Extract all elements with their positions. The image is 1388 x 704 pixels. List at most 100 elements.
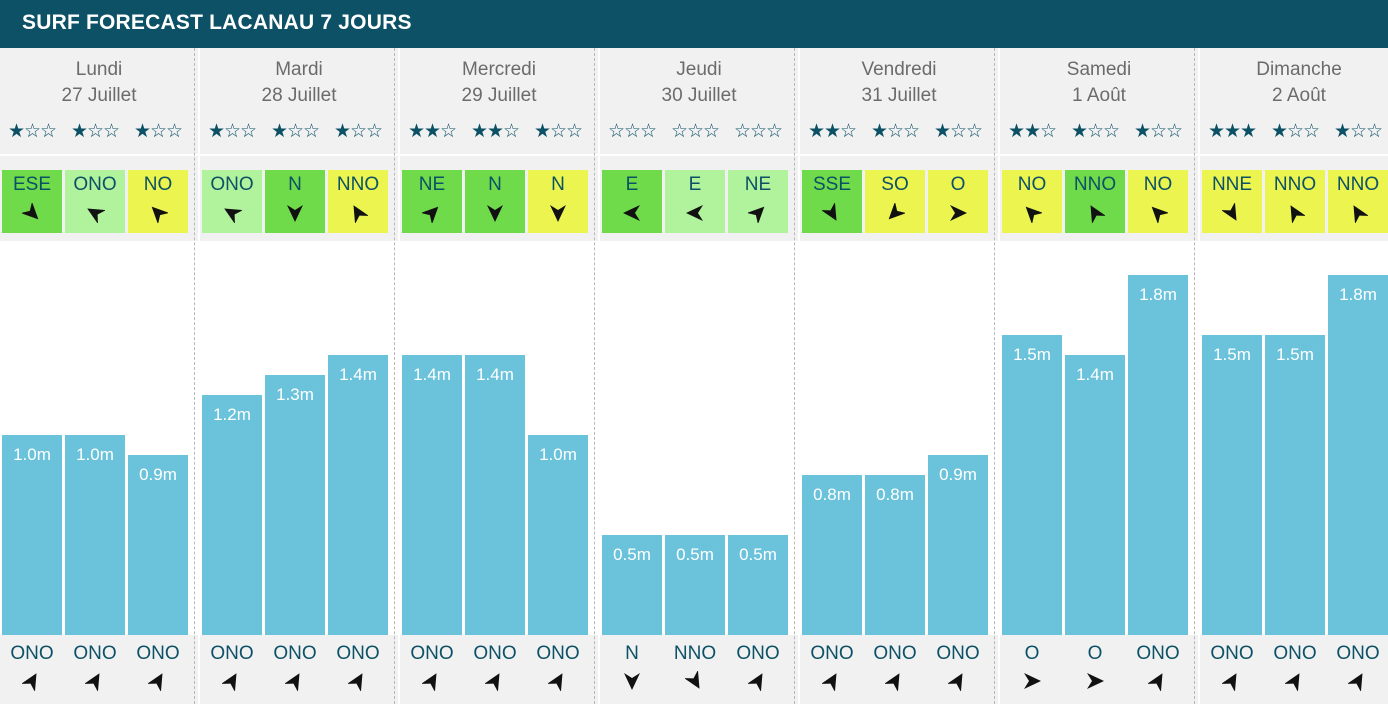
- swell-direction-arrow-icon: [1285, 673, 1300, 691]
- swell-direction-label: ONO: [1336, 643, 1380, 664]
- rating-stars: ★☆☆: [133, 120, 183, 142]
- date-band: [800, 48, 998, 154]
- rating-stars: ★☆☆: [870, 120, 920, 142]
- wind-direction-arrow-icon: [353, 205, 368, 223]
- forecast-slot: ★☆☆ ONO 1.0m ONO: [65, 48, 125, 704]
- wave-height-label: 0.5m: [739, 545, 777, 564]
- swell-direction-arrow-icon: [1222, 673, 1237, 691]
- swell-band: [1200, 635, 1388, 704]
- wave-height-label: 1.4m: [476, 365, 514, 384]
- rating-stars: ★☆☆: [933, 120, 983, 142]
- swell-direction-label: O: [1087, 643, 1103, 664]
- day-date: 2 Août: [1272, 85, 1326, 106]
- swell-direction-arrow-icon: [748, 673, 763, 691]
- day-divider: [194, 48, 195, 704]
- forecast-slot: ☆☆☆ E 0.5m NNO: [665, 48, 725, 704]
- wind-direction-label: N: [551, 174, 565, 195]
- swell-direction-arrow-icon: [85, 673, 100, 691]
- swell-direction-label: ONO: [810, 643, 854, 664]
- forecast-slot: ★☆☆ NO 1.8m ONO: [1128, 48, 1188, 704]
- swell-direction-arrow-icon: [1148, 673, 1163, 691]
- wave-height-bar: [1202, 335, 1262, 635]
- wind-cell: NNE: [1202, 170, 1262, 233]
- day-divider: [1194, 48, 1195, 704]
- day-divider: [994, 48, 995, 704]
- forecast-slot: ★☆☆ NNO 1.8m ONO: [1328, 48, 1388, 704]
- date-band: [400, 48, 598, 154]
- wave-height-bar: [802, 475, 862, 635]
- wind-cell: NNO: [328, 170, 388, 233]
- date-band: [200, 48, 398, 154]
- wind-cell: E: [602, 170, 662, 233]
- wave-height-label: 1.8m: [1139, 285, 1177, 304]
- forecast-slot: ★★☆ NE 1.4m ONO: [402, 48, 462, 704]
- day-divider: [394, 48, 395, 704]
- day-divider: [794, 48, 795, 704]
- swell-direction-label: ONO: [336, 643, 380, 664]
- rating-stars: ★☆☆: [207, 120, 257, 142]
- day-column: Jeudi 30 Juillet ☆☆☆ E 0.5m N ☆☆☆ E 0.5m NNO ☆☆☆ NE…: [600, 48, 798, 704]
- rating-stars: ★☆☆: [70, 120, 120, 142]
- swell-direction-label: ONO: [1136, 643, 1180, 664]
- swell-direction-label: ONO: [210, 643, 254, 664]
- swell-band: [200, 635, 398, 704]
- wave-height-bar: [602, 535, 662, 635]
- day-date: 29 Juillet: [461, 85, 537, 106]
- wave-height-bar: [1328, 275, 1388, 635]
- swell-direction-label: ONO: [73, 643, 117, 664]
- forecast-slot: ☆☆☆ E 0.5m N: [602, 48, 662, 704]
- wind-cell: N: [465, 170, 525, 233]
- rating-stars: ☆☆☆: [670, 120, 720, 142]
- wind-cell: ESE: [2, 170, 62, 233]
- swell-direction-label: ONO: [473, 643, 517, 664]
- wind-direction-arrow-icon: [822, 203, 837, 221]
- forecast-slot: ★☆☆ N 1.3m ONO: [265, 48, 325, 704]
- day-divider: [594, 48, 595, 704]
- day-column: Samedi 1 Août ★★☆ NO 1.5m O ★☆☆ NNO 1.4m O ★☆☆ NO 1.…: [1000, 48, 1198, 704]
- day-date: 31 Juillet: [861, 85, 937, 106]
- title-bar: SURF FORECAST LACANAU 7 JOURS: [0, 0, 1388, 48]
- wave-height-label: 1.5m: [1213, 345, 1251, 364]
- forecast-slot: ★☆☆ NNO 1.4m O: [1065, 48, 1125, 704]
- wind-cell: SSE: [802, 170, 862, 233]
- swell-direction-arrow-icon: [1348, 673, 1363, 691]
- wave-height-bar: [728, 535, 788, 635]
- swell-direction-arrow-icon: [948, 673, 963, 691]
- rating-stars: ★★☆: [407, 120, 457, 142]
- swell-direction-label: ONO: [10, 643, 54, 664]
- day-name: Dimanche: [1256, 59, 1342, 80]
- wave-height-label: 1.2m: [213, 405, 251, 424]
- rating-stars: ★☆☆: [1070, 120, 1120, 142]
- wind-direction-label: NNE: [1211, 174, 1253, 195]
- wind-cell: NNO: [1265, 170, 1325, 233]
- day-date: 30 Juillet: [661, 85, 737, 106]
- wave-height-label: 0.8m: [876, 485, 914, 504]
- wind-cell: NNO: [1328, 170, 1388, 233]
- wind-direction-arrow-icon: [487, 205, 503, 222]
- swell-direction-arrow-icon: [222, 673, 237, 691]
- wind-cell: NO: [128, 170, 188, 233]
- wind-direction-label: NO: [143, 174, 173, 195]
- wind-cell: NE: [728, 170, 788, 233]
- wind-direction-label: N: [488, 174, 502, 195]
- wave-height-bar: [202, 395, 262, 635]
- swell-direction-arrow-icon: [148, 673, 163, 691]
- forecast-slot: ★★★ NNE 1.5m ONO: [1202, 48, 1262, 704]
- swell-direction-arrow-icon: [548, 673, 563, 691]
- swell-direction-arrow-icon: [685, 671, 700, 689]
- wave-height-label: 1.4m: [413, 365, 451, 384]
- wave-height-bar: [465, 355, 525, 635]
- wind-direction-label: NE: [744, 174, 772, 195]
- page-title: SURF FORECAST LACANAU 7 JOURS: [22, 11, 412, 34]
- day-date: 28 Juillet: [261, 85, 337, 106]
- wind-direction-label: ONO: [73, 174, 117, 195]
- swell-band: [800, 635, 998, 704]
- day-column: Dimanche 2 Août ★★★ NNE 1.5m ONO ★☆☆ NNO 1.5m ONO…: [1200, 48, 1388, 704]
- wind-cell: O: [928, 170, 988, 233]
- wind-cell: ONO: [65, 170, 125, 233]
- rating-stars: ★☆☆: [270, 120, 320, 142]
- forecast-slot: ★☆☆ O 0.9m ONO: [928, 48, 988, 704]
- swell-direction-label: ONO: [936, 643, 980, 664]
- swell-direction-label: ONO: [136, 643, 180, 664]
- day-name: Mercredi: [462, 59, 536, 80]
